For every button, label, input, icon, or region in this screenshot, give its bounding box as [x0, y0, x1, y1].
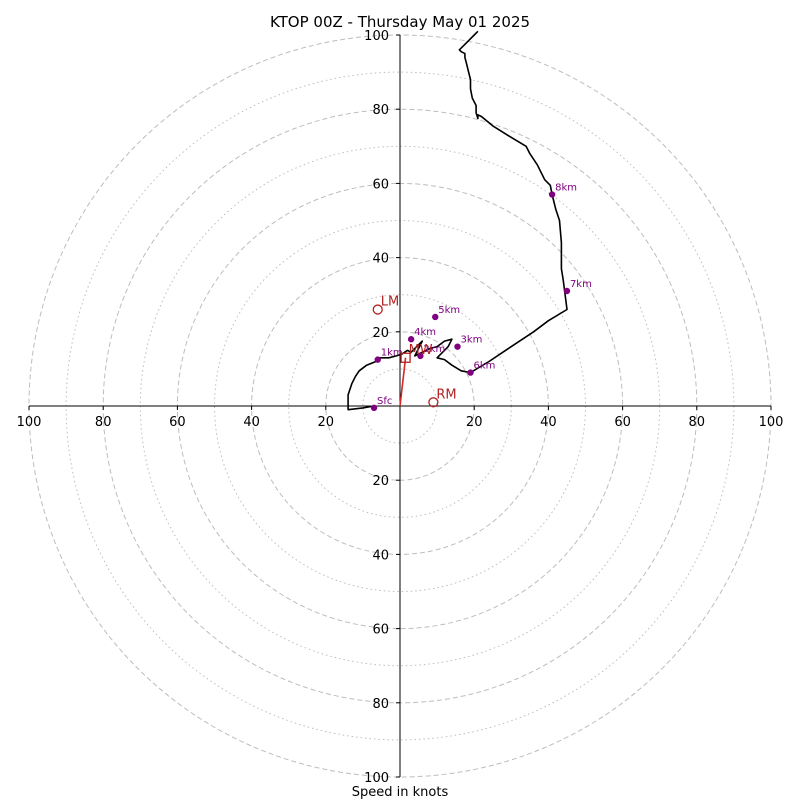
height-label-3km: 3km [461, 335, 483, 346]
height-label-7km: 7km [570, 279, 592, 290]
height-marker-1km [374, 356, 381, 363]
storm-motion-markers: RM LM MW [372, 295, 457, 408]
height-label-Sfc: Sfc [377, 396, 392, 407]
height-marker-4km [407, 336, 415, 343]
y-tick-label: 40 [372, 548, 389, 563]
y-tick-label: 80 [372, 697, 389, 712]
y-tick-label: 80 [372, 103, 389, 118]
y-tick-label: 20 [372, 326, 389, 341]
x-tick-label: 100 [17, 415, 42, 430]
y-tick-label: 20 [372, 474, 389, 489]
height-marker-7km [563, 287, 571, 295]
height-label-5km: 5km [438, 305, 460, 316]
y-tick-label: 100 [364, 771, 389, 786]
height-label-8km: 8km [555, 183, 577, 194]
x-axis-label: Speed in knots [352, 785, 449, 800]
height-label-1km: 1km [381, 348, 403, 359]
y-tick-label: 60 [372, 623, 389, 638]
height-marker-6km [467, 369, 474, 376]
x-tick-label: 100 [759, 415, 784, 430]
y-tick-label: 60 [372, 177, 389, 192]
tick-labels: 100 80 60 40 20 20 40 60 80 100 100 80 60 40 20 20 40 60 8… [17, 29, 784, 786]
chart-title: KTOP 00Z - Thursday May 01 2025 [270, 13, 530, 31]
hodograph-trace [347, 30, 568, 411]
x-tick-label: 80 [95, 415, 112, 430]
shear-vector-layer [399, 357, 407, 407]
height-label-2km: 2km [423, 344, 445, 355]
storm-motion-marker-MW [400, 352, 411, 363]
hodograph-trace-layer [347, 30, 568, 411]
height-marker-3km [454, 343, 461, 350]
height-label-6km: 6km [473, 361, 495, 372]
y-tick-label: 100 [364, 29, 389, 44]
x-tick-label: 80 [689, 415, 706, 430]
shear-vector [399, 357, 407, 407]
storm-motion-label-RM: RM [436, 387, 456, 402]
x-tick-label: 20 [466, 415, 483, 430]
x-tick-label: 60 [614, 415, 631, 430]
height-marker-2km [417, 352, 424, 360]
x-tick-label: 40 [243, 415, 260, 430]
storm-motion-marker-RM [428, 397, 439, 408]
x-tick-label: 60 [169, 415, 186, 430]
x-tick-label: 40 [540, 415, 557, 430]
height-marker-Sfc [370, 404, 378, 412]
storm-motion-label-MW: MW [409, 343, 433, 358]
y-tick-label: 40 [372, 252, 389, 267]
storm-motion-label-LM: LM [381, 295, 399, 310]
height-label-4km: 4km [414, 327, 436, 338]
storm-motion-marker-LM [372, 304, 383, 315]
x-tick-label: 20 [318, 415, 335, 430]
height-marker-5km [432, 313, 439, 321]
height-marker-8km [548, 191, 556, 198]
